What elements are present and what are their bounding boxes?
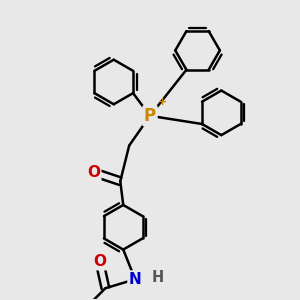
Text: P: P	[144, 107, 156, 125]
Text: O: O	[93, 254, 106, 269]
Text: N: N	[129, 272, 142, 287]
Text: O: O	[87, 165, 100, 180]
Text: +: +	[158, 98, 168, 107]
Text: H: H	[152, 270, 164, 285]
